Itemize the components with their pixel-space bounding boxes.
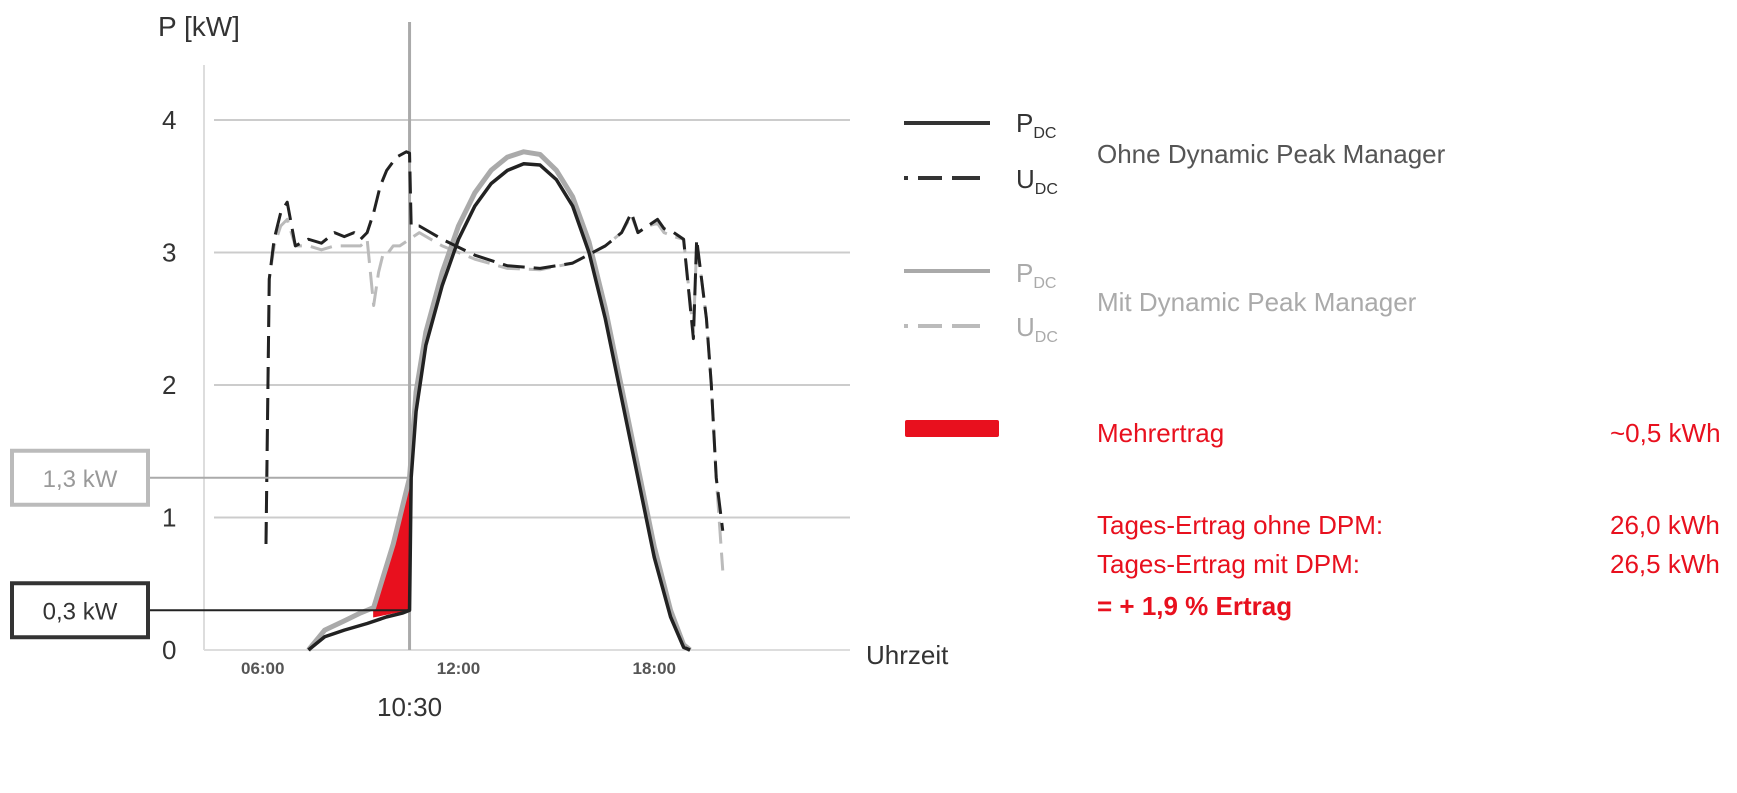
- y-tick-label: 1: [162, 503, 176, 533]
- y-axis-label: P [kW]: [158, 11, 240, 42]
- legend: PDC UDC Ohne Dynamic Peak Manager PDC UD…: [904, 108, 1446, 437]
- series-p-dc-mit: [306, 149, 692, 652]
- series-p-dc-ohne: [307, 161, 691, 652]
- result-text: = + 1,9 % Ertrag: [1097, 591, 1292, 621]
- tages-ertrag-ohne-value: 26,0 kWh: [1610, 510, 1720, 540]
- callout-label: 1,3 kW: [43, 466, 118, 493]
- axes: [203, 22, 850, 651]
- y-tick-label: 4: [162, 105, 176, 135]
- tages-ertrag-mit-label: Tages-Ertrag mit DPM:: [1097, 549, 1360, 579]
- y-tick-label: 0: [162, 635, 176, 665]
- y-tick-label: 2: [162, 370, 176, 400]
- callout-box: [10, 581, 150, 640]
- x-axis-label: Uhrzeit: [866, 640, 949, 670]
- mehrertrag-label: Mehrertrag: [1097, 418, 1224, 448]
- yield-info: Mehrertrag ~0,5 kWh Tages-Ertrag ohne DP…: [1097, 418, 1721, 621]
- x-tick-label: 18:00: [633, 659, 676, 678]
- tages-ertrag-mit-value: 26,5 kWh: [1610, 549, 1720, 579]
- legend-p-dc-mit: PDC: [1016, 258, 1056, 292]
- grid-lines: [214, 119, 850, 519]
- legend-u-dc-ohne: UDC: [1016, 164, 1058, 198]
- mehrertrag-value: ~0,5 kWh: [1610, 418, 1721, 448]
- series-u-dc-ohne: [264, 150, 725, 545]
- callout-box: [10, 448, 150, 507]
- callouts: 1,3 kW 0,3 kW: [10, 448, 410, 640]
- legend-mit-label: Mit Dynamic Peak Manager: [1097, 287, 1417, 317]
- marker-label: 10:30: [377, 692, 442, 722]
- legend-p-dc-ohne: PDC: [1016, 108, 1056, 142]
- x-tick-label: 06:00: [241, 659, 284, 678]
- tages-ertrag-ohne-label: Tages-Ertrag ohne DPM:: [1097, 510, 1383, 540]
- legend-mehrertrag-swatch: [905, 420, 999, 437]
- callout-label: 0,3 kW: [43, 598, 118, 625]
- legend-ohne-label: Ohne Dynamic Peak Manager: [1097, 139, 1446, 169]
- y-tick-label: 3: [162, 238, 176, 268]
- series-layer: [264, 149, 725, 652]
- legend-u-dc-mit: UDC: [1016, 312, 1058, 346]
- x-tick-label: 12:00: [437, 659, 480, 678]
- tick-labels: 0 1 2 3 4 06:00 12:00 18:00 10:30: [162, 105, 676, 722]
